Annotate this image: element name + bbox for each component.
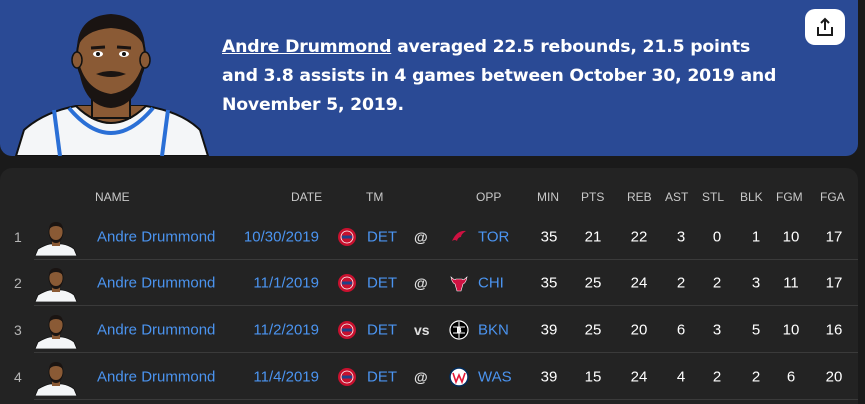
header-fga[interactable]: FGA bbox=[820, 190, 845, 204]
location-indicator: vs bbox=[414, 322, 430, 338]
opponent-link[interactable]: BKN bbox=[478, 321, 509, 339]
player-thumbnail bbox=[33, 311, 79, 349]
stat-min: 39 bbox=[540, 321, 558, 339]
stat-fga: 17 bbox=[825, 228, 843, 246]
team-link[interactable]: DET bbox=[367, 321, 397, 339]
share-icon bbox=[817, 17, 833, 36]
stat-blk: 1 bbox=[751, 228, 761, 246]
stat-blk: 2 bbox=[751, 368, 761, 386]
stat-reb: 22 bbox=[630, 228, 648, 246]
table-row: 1 Andre Drummond 10/30/2019 DET @ TOR 35 21 22 3 0… bbox=[0, 214, 858, 260]
player-link[interactable]: Andre Drummond bbox=[97, 368, 216, 386]
wizards-logo-icon bbox=[449, 367, 469, 387]
pistons-logo-icon bbox=[337, 320, 357, 340]
stat-ast: 2 bbox=[676, 274, 686, 292]
stat-ast: 6 bbox=[676, 321, 686, 339]
table-row: 2 Andre Drummond 11/1/2019 DET @ CHI 35 25 24 2 2 3… bbox=[0, 260, 858, 306]
svg-text:B: B bbox=[456, 327, 461, 335]
header-name[interactable]: NAME bbox=[95, 190, 130, 204]
location-indicator: @ bbox=[414, 369, 428, 385]
summary-card: Andre Drummond averaged 22.5 rebounds, 2… bbox=[0, 0, 858, 156]
team-link[interactable]: DET bbox=[367, 228, 397, 246]
stat-min: 35 bbox=[540, 228, 558, 246]
header-ast[interactable]: AST bbox=[665, 190, 689, 204]
stat-ast: 4 bbox=[676, 368, 686, 386]
location-indicator: @ bbox=[414, 229, 428, 245]
row-rank: 2 bbox=[14, 275, 22, 291]
share-button[interactable] bbox=[805, 9, 845, 45]
stat-fga: 20 bbox=[825, 368, 843, 386]
stat-reb: 20 bbox=[630, 321, 648, 339]
nets-logo-icon: B bbox=[449, 320, 469, 340]
row-rank: 1 bbox=[14, 229, 22, 245]
stat-reb: 24 bbox=[630, 368, 648, 386]
row-rank: 4 bbox=[14, 369, 22, 385]
stat-pts: 21 bbox=[584, 228, 602, 246]
stat-stl: 0 bbox=[712, 228, 722, 246]
opponent-link[interactable]: WAS bbox=[478, 368, 512, 386]
player-link[interactable]: Andre Drummond bbox=[97, 321, 216, 339]
game-log-table: NAME DATE TM OPP MIN PTS REB AST STL BLK… bbox=[0, 168, 858, 404]
summary-player-link[interactable]: Andre Drummond bbox=[222, 37, 392, 57]
summary-text: Andre Drummond averaged 22.5 rebounds, 2… bbox=[222, 33, 782, 120]
row-divider bbox=[34, 399, 858, 400]
stat-min: 39 bbox=[540, 368, 558, 386]
player-thumbnail bbox=[33, 218, 79, 256]
team-link[interactable]: DET bbox=[367, 274, 397, 292]
game-date-link[interactable]: 11/1/2019 bbox=[253, 274, 319, 292]
stat-fga: 17 bbox=[825, 274, 843, 292]
player-avatar bbox=[14, 8, 214, 156]
header-blk[interactable]: BLK bbox=[740, 190, 763, 204]
game-date-link[interactable]: 10/30/2019 bbox=[243, 228, 319, 246]
pistons-logo-icon bbox=[337, 227, 357, 247]
game-date-link[interactable]: 11/2/2019 bbox=[253, 321, 319, 339]
table-row: 3 Andre Drummond 11/2/2019 DET vs B BKN 39 25 20 6… bbox=[0, 307, 858, 353]
header-fgm[interactable]: FGM bbox=[776, 190, 803, 204]
row-divider bbox=[34, 259, 858, 260]
stat-ast: 3 bbox=[676, 228, 686, 246]
stat-fgm: 6 bbox=[786, 368, 796, 386]
stat-stl: 2 bbox=[712, 368, 722, 386]
header-opp[interactable]: OPP bbox=[476, 190, 502, 204]
pistons-logo-icon bbox=[337, 273, 357, 293]
player-thumbnail bbox=[33, 264, 79, 302]
game-date-link[interactable]: 11/4/2019 bbox=[253, 368, 319, 386]
header-min[interactable]: MIN bbox=[537, 190, 559, 204]
stat-pts: 25 bbox=[584, 274, 602, 292]
stat-blk: 5 bbox=[751, 321, 761, 339]
opponent-link[interactable]: TOR bbox=[478, 228, 510, 246]
stat-blk: 3 bbox=[751, 274, 761, 292]
table-row: 4 Andre Drummond 11/4/2019 DET @ WAS 39 15 24 4 2 2… bbox=[0, 354, 858, 400]
stat-fga: 16 bbox=[825, 321, 843, 339]
row-divider bbox=[34, 305, 858, 306]
player-thumbnail bbox=[33, 358, 79, 396]
header-reb[interactable]: REB bbox=[627, 190, 652, 204]
header-pts[interactable]: PTS bbox=[581, 190, 605, 204]
row-divider bbox=[34, 352, 858, 353]
header-stl[interactable]: STL bbox=[702, 190, 725, 204]
row-rank: 3 bbox=[14, 322, 22, 338]
opponent-link[interactable]: CHI bbox=[478, 274, 504, 292]
stat-fgm: 10 bbox=[782, 228, 800, 246]
stat-fgm: 11 bbox=[783, 274, 799, 292]
team-link[interactable]: DET bbox=[367, 368, 397, 386]
stat-min: 35 bbox=[540, 274, 558, 292]
stat-reb: 24 bbox=[630, 274, 648, 292]
summary-sentence: averaged 22.5 rebounds, 21.5 points and … bbox=[222, 37, 777, 115]
header-tm[interactable]: TM bbox=[366, 190, 384, 204]
stat-stl: 3 bbox=[712, 321, 722, 339]
bulls-logo-icon bbox=[449, 273, 469, 293]
stat-pts: 25 bbox=[584, 321, 602, 339]
stat-fgm: 10 bbox=[782, 321, 800, 339]
stat-pts: 15 bbox=[584, 368, 602, 386]
player-link[interactable]: Andre Drummond bbox=[97, 274, 216, 292]
stat-stl: 2 bbox=[712, 274, 722, 292]
location-indicator: @ bbox=[414, 275, 428, 291]
raptors-logo-icon bbox=[449, 227, 469, 247]
pistons-logo-icon bbox=[337, 367, 357, 387]
player-link[interactable]: Andre Drummond bbox=[97, 228, 216, 246]
header-date[interactable]: DATE bbox=[291, 190, 323, 204]
